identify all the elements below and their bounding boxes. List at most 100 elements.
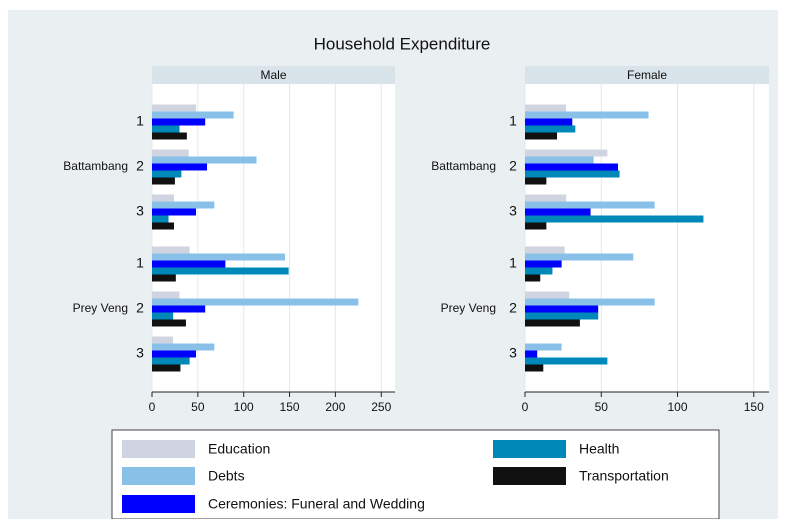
bar bbox=[525, 312, 599, 320]
panel-header bbox=[525, 66, 769, 84]
category-label: 3 bbox=[136, 203, 144, 219]
bar bbox=[152, 201, 215, 209]
legend-swatch bbox=[493, 440, 566, 458]
bar bbox=[152, 253, 285, 261]
bar bbox=[525, 350, 538, 358]
bar bbox=[525, 208, 591, 216]
legend-label: Health bbox=[579, 441, 619, 457]
category-label: 1 bbox=[136, 113, 144, 129]
legend-swatch bbox=[122, 440, 195, 458]
category-label: 1 bbox=[509, 113, 517, 129]
bar bbox=[525, 111, 649, 119]
bar bbox=[152, 177, 175, 185]
bar bbox=[525, 246, 565, 254]
bar bbox=[525, 149, 608, 157]
legend-swatch bbox=[122, 495, 195, 513]
legend bbox=[111, 429, 720, 519]
legend-label: Ceremonies: Funeral and Wedding bbox=[208, 496, 425, 512]
chart-title: Household Expenditure bbox=[314, 34, 491, 53]
bar bbox=[152, 260, 226, 268]
bar bbox=[525, 156, 594, 164]
category-label: 2 bbox=[136, 300, 144, 316]
category-label: 3 bbox=[509, 203, 517, 219]
plot-area bbox=[152, 84, 395, 392]
bar bbox=[152, 336, 174, 344]
legend-label: Debts bbox=[208, 468, 245, 484]
group-label: Prey Veng bbox=[441, 301, 496, 315]
group-label: Prey Veng bbox=[73, 301, 128, 315]
legend-label: Education bbox=[208, 441, 270, 457]
plot-area bbox=[525, 84, 769, 392]
group-label: Battambang bbox=[63, 159, 128, 173]
bar bbox=[152, 194, 175, 202]
bar bbox=[525, 177, 547, 185]
x-tick-label: 50 bbox=[595, 400, 609, 414]
bar bbox=[152, 305, 206, 313]
x-tick-label: 0 bbox=[522, 400, 529, 414]
x-tick-label: 150 bbox=[744, 400, 764, 414]
bar bbox=[152, 118, 206, 126]
bar bbox=[152, 274, 176, 282]
bar bbox=[525, 357, 608, 365]
x-tick-label: 50 bbox=[191, 400, 205, 414]
bar bbox=[525, 104, 567, 112]
bar bbox=[525, 222, 547, 230]
bar bbox=[525, 201, 655, 209]
panel-title: Male bbox=[260, 68, 286, 82]
x-tick-label: 150 bbox=[280, 400, 300, 414]
bar bbox=[152, 170, 182, 178]
bar bbox=[525, 125, 576, 133]
bar bbox=[152, 364, 181, 372]
legend-swatch bbox=[493, 467, 566, 485]
x-tick-label: 0 bbox=[149, 400, 156, 414]
x-tick-label: 100 bbox=[234, 400, 254, 414]
x-tick-label: 200 bbox=[325, 400, 345, 414]
bar bbox=[152, 149, 189, 157]
bar bbox=[152, 132, 187, 140]
bar bbox=[525, 163, 619, 171]
x-tick-label: 100 bbox=[667, 400, 687, 414]
bar bbox=[152, 319, 186, 327]
legend-swatch bbox=[122, 467, 195, 485]
bar bbox=[152, 357, 190, 365]
bar bbox=[525, 319, 580, 327]
bar bbox=[152, 111, 234, 119]
bar bbox=[152, 104, 197, 112]
bar bbox=[525, 253, 634, 261]
panel-title: Female bbox=[627, 68, 667, 82]
bar bbox=[152, 298, 359, 306]
bar bbox=[152, 343, 215, 351]
panel-header bbox=[152, 66, 395, 84]
bar bbox=[152, 312, 174, 320]
bar bbox=[525, 343, 562, 351]
bar bbox=[525, 291, 570, 299]
bar bbox=[525, 132, 558, 140]
bar bbox=[525, 364, 544, 372]
category-label: 2 bbox=[136, 158, 144, 174]
bar bbox=[525, 260, 562, 268]
bar bbox=[152, 163, 208, 171]
bar bbox=[152, 208, 197, 216]
legend-label: Transportation bbox=[579, 468, 669, 484]
group-label: Battambang bbox=[431, 159, 496, 173]
bar bbox=[152, 267, 289, 275]
bar bbox=[152, 246, 190, 254]
bar bbox=[525, 298, 655, 306]
bar bbox=[525, 118, 573, 126]
category-label: 3 bbox=[509, 345, 517, 361]
bar bbox=[152, 125, 180, 133]
category-label: 2 bbox=[509, 158, 517, 174]
bar bbox=[152, 215, 169, 223]
bar bbox=[525, 267, 553, 275]
bar bbox=[152, 350, 197, 358]
x-tick-label: 250 bbox=[371, 400, 391, 414]
category-label: 2 bbox=[509, 300, 517, 316]
bar bbox=[152, 291, 180, 299]
category-label: 1 bbox=[136, 255, 144, 271]
bar bbox=[152, 156, 257, 164]
bar bbox=[525, 170, 620, 178]
bar bbox=[152, 222, 175, 230]
bar bbox=[525, 215, 704, 223]
bar bbox=[525, 194, 567, 202]
